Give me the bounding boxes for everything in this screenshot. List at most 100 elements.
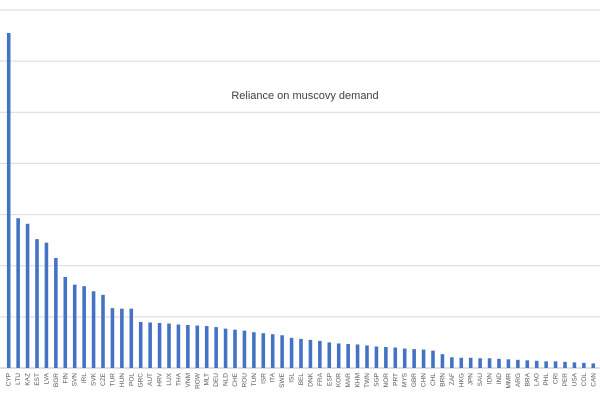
- bar-per: [563, 361, 567, 368]
- bar-nld: [223, 328, 228, 368]
- x-tick-label-hkg: HKG: [458, 373, 465, 387]
- x-tick-label-mys: MYS: [402, 372, 409, 387]
- bar-mar: [346, 343, 350, 368]
- x-tick-label-zaf: ZAF: [449, 373, 456, 385]
- x-tick-label-cze: CZE: [100, 372, 107, 386]
- bar-row: [195, 325, 200, 368]
- x-tick-label-usa: USA: [571, 372, 578, 386]
- x-tick-label-kor: KOR: [336, 373, 343, 387]
- bar-rou: [242, 330, 247, 368]
- bar-esp: [327, 342, 332, 368]
- x-tick-label-chn: CHN: [421, 373, 428, 387]
- bar-svk: [91, 291, 96, 368]
- x-tick-label-ltu: LTU: [15, 373, 22, 385]
- x-tick-label-row: ROW: [194, 372, 201, 389]
- x-tick-label-twn: TWN: [364, 373, 371, 388]
- x-tick-label-isl: ISL: [289, 373, 296, 383]
- x-tick-label-tha: THA: [175, 372, 182, 386]
- x-tick-label-sgp: SGP: [373, 373, 380, 387]
- x-tick-label-cyp: CYP: [6, 373, 13, 386]
- x-tick-label-aut: AUT: [147, 373, 154, 386]
- chart-title: Reliance on muscovy demand: [231, 90, 378, 102]
- bar-phl: [544, 361, 548, 368]
- bar-pol: [129, 308, 134, 368]
- bar-grc: [138, 321, 143, 368]
- x-tick-label-lva: LVA: [43, 372, 50, 384]
- x-tick-label-chl: CHL: [430, 373, 437, 386]
- x-tick-label-khm: KHM: [355, 373, 362, 387]
- x-tick-label-tur: TUR: [109, 373, 116, 387]
- x-tick-label-gbr: GBR: [411, 373, 418, 387]
- x-tick-label-est: EST: [34, 373, 41, 386]
- bar-vnm: [186, 325, 190, 368]
- x-tick-label-lao: LAO: [534, 373, 541, 386]
- bar-cri: [553, 361, 558, 368]
- bar-che: [233, 329, 237, 368]
- bar-kaz: [25, 223, 30, 368]
- x-tick-label-bgr: BGR: [53, 373, 60, 387]
- bars: [6, 33, 596, 368]
- bar-prt: [393, 347, 398, 368]
- bar-hrv: [157, 322, 162, 368]
- x-tick-label-tun: TUN: [251, 373, 258, 387]
- bar-sau: [478, 358, 482, 368]
- bar-tha: [176, 324, 181, 368]
- x-tick-label-hrv: HRV: [157, 372, 164, 386]
- x-tick-labels: CYP LTU KAZ EST LVA BGR FIN SVN IRL SVK CZE TUR HUN P…: [6, 372, 598, 389]
- x-tick-label-dnk: DNK: [307, 372, 314, 386]
- x-tick-label-svn: SVN: [72, 373, 79, 387]
- x-tick-label-isr: ISR: [260, 373, 267, 384]
- x-tick-label-grc: GRC: [138, 373, 145, 388]
- bar-usa: [572, 362, 577, 368]
- x-tick-label-per: PER: [562, 373, 569, 387]
- bar-svn: [72, 284, 77, 368]
- bar-bra: [525, 360, 530, 368]
- x-tick-label-che: CHE: [232, 372, 239, 386]
- bar-cze: [101, 294, 105, 368]
- x-tick-label-lux: LUX: [166, 372, 173, 385]
- x-tick-label-ind: IND: [496, 373, 503, 385]
- x-tick-label-fra: FRA: [317, 372, 324, 386]
- bar-sgp: [374, 346, 379, 368]
- x-tick-label-vnm: VNM: [185, 373, 192, 387]
- bar-col: [582, 362, 586, 368]
- bar-idn: [487, 358, 492, 368]
- x-tick-label-pol: POL: [128, 373, 135, 386]
- x-tick-label-mlt: MLT: [204, 373, 211, 386]
- bar-cyp: [6, 33, 11, 368]
- x-tick-label-irl: IRL: [81, 373, 88, 384]
- bar-fin: [63, 276, 68, 368]
- bar-hkg: [459, 357, 464, 368]
- bar-tur: [110, 308, 115, 368]
- bar-deu: [214, 327, 218, 368]
- x-tick-label-arg: ARG: [515, 373, 522, 387]
- bar-mlt: [204, 326, 209, 368]
- x-tick-label-col: COL: [581, 373, 588, 387]
- x-tick-label-esp: ESP: [326, 373, 333, 386]
- bar-ind: [497, 358, 501, 368]
- bar-zaf: [450, 357, 454, 368]
- x-tick-label-ita: ITA: [270, 372, 277, 382]
- bar-ita: [270, 334, 275, 368]
- x-tick-label-cri: CRI: [553, 373, 560, 384]
- x-tick-label-bel: BEL: [298, 373, 305, 386]
- x-tick-label-fin: FIN: [62, 373, 69, 384]
- x-tick-label-mar: MAR: [345, 373, 352, 388]
- bar-lva: [44, 242, 49, 368]
- x-tick-label-nld: NLD: [223, 373, 230, 386]
- x-tick-label-phl: PHL: [543, 373, 550, 386]
- x-tick-label-prt: PRT: [392, 373, 399, 386]
- x-tick-label-idn: IDN: [487, 373, 494, 385]
- bar-twn: [365, 345, 369, 368]
- x-tick-label-brn: BRN: [439, 373, 446, 387]
- x-tick-label-can: CAN: [590, 373, 597, 387]
- bar-ltu: [16, 218, 20, 368]
- bar-jpn: [468, 357, 473, 368]
- bar-can: [591, 363, 596, 368]
- bar-swe: [280, 335, 284, 368]
- x-tick-label-svk: SVK: [91, 372, 98, 386]
- bar-lux: [167, 323, 171, 368]
- x-tick-label-sau: SAU: [477, 373, 484, 387]
